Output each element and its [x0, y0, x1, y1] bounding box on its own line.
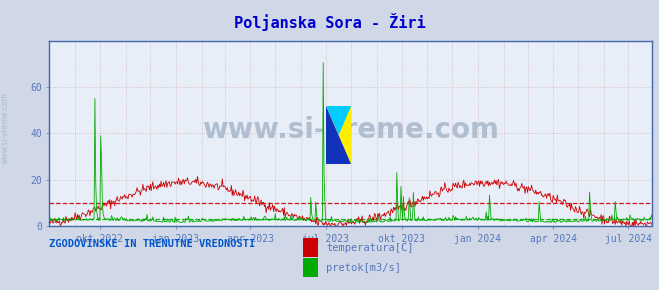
- Text: www.si-vreme.com: www.si-vreme.com: [202, 116, 500, 144]
- Text: Poljanska Sora - Žiri: Poljanska Sora - Žiri: [234, 13, 425, 31]
- Text: www.si-vreme.com: www.si-vreme.com: [1, 92, 10, 164]
- Polygon shape: [326, 106, 351, 135]
- Polygon shape: [326, 106, 351, 164]
- Text: ZGODOVINSKE IN TRENUTNE VREDNOSTI: ZGODOVINSKE IN TRENUTNE VREDNOSTI: [49, 239, 256, 249]
- Text: pretok[m3/s]: pretok[m3/s]: [326, 263, 401, 273]
- Text: temperatura[C]: temperatura[C]: [326, 243, 414, 253]
- Polygon shape: [326, 106, 351, 164]
